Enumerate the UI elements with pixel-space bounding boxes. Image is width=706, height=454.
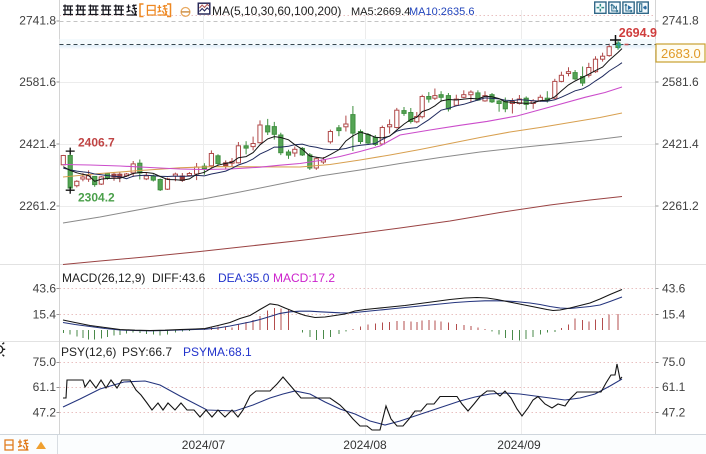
svg-text:2421.4: 2421.4 (19, 137, 56, 151)
svg-text:2581.6: 2581.6 (662, 75, 699, 89)
svg-text:15.4: 15.4 (33, 308, 57, 322)
svg-text:DEA:35.0: DEA:35.0 (218, 271, 270, 285)
svg-text:2024/09: 2024/09 (497, 438, 541, 452)
svg-text:2261.2: 2261.2 (19, 199, 56, 213)
svg-text:MA10:2635.6: MA10:2635.6 (409, 6, 474, 18)
svg-text:43.6: 43.6 (33, 282, 57, 296)
svg-text:2581.6: 2581.6 (19, 75, 56, 89)
svg-text:61.1: 61.1 (662, 380, 686, 394)
svg-text:75.0: 75.0 (662, 355, 686, 369)
svg-text:MA5:2669.4: MA5:2669.4 (351, 6, 410, 18)
svg-text:61.1: 61.1 (33, 380, 57, 394)
svg-text:2261.2: 2261.2 (662, 199, 699, 213)
svg-text:2406.7: 2406.7 (78, 136, 115, 150)
svg-text:2741.8: 2741.8 (662, 14, 699, 28)
svg-text:PSY:66.7: PSY:66.7 (122, 345, 172, 359)
svg-text:PSYMA:68.1: PSYMA:68.1 (183, 345, 252, 359)
svg-text:PSY(12,6): PSY(12,6) (61, 345, 116, 359)
svg-text:MACD:17.2: MACD:17.2 (273, 271, 335, 285)
svg-text:2741.8: 2741.8 (19, 14, 56, 28)
svg-text:2024/07: 2024/07 (182, 438, 226, 452)
svg-text:2304.2: 2304.2 (78, 191, 115, 205)
svg-text:MACD(26,12,9): MACD(26,12,9) (62, 271, 145, 285)
svg-text:2694.9: 2694.9 (619, 26, 657, 40)
svg-text:2024/08: 2024/08 (343, 438, 387, 452)
svg-text:DIFF:43.6: DIFF:43.6 (152, 271, 206, 285)
svg-text:47.2: 47.2 (33, 406, 57, 420)
svg-text:75.0: 75.0 (33, 355, 57, 369)
svg-text:15.4: 15.4 (662, 308, 686, 322)
svg-text:47.2: 47.2 (662, 406, 686, 420)
svg-text:2683.0: 2683.0 (661, 46, 701, 61)
svg-text:2421.4: 2421.4 (662, 137, 699, 151)
svg-text:MA(5,10,30,60,100,200): MA(5,10,30,60,100,200) (212, 4, 341, 18)
svg-text:43.6: 43.6 (662, 282, 686, 296)
